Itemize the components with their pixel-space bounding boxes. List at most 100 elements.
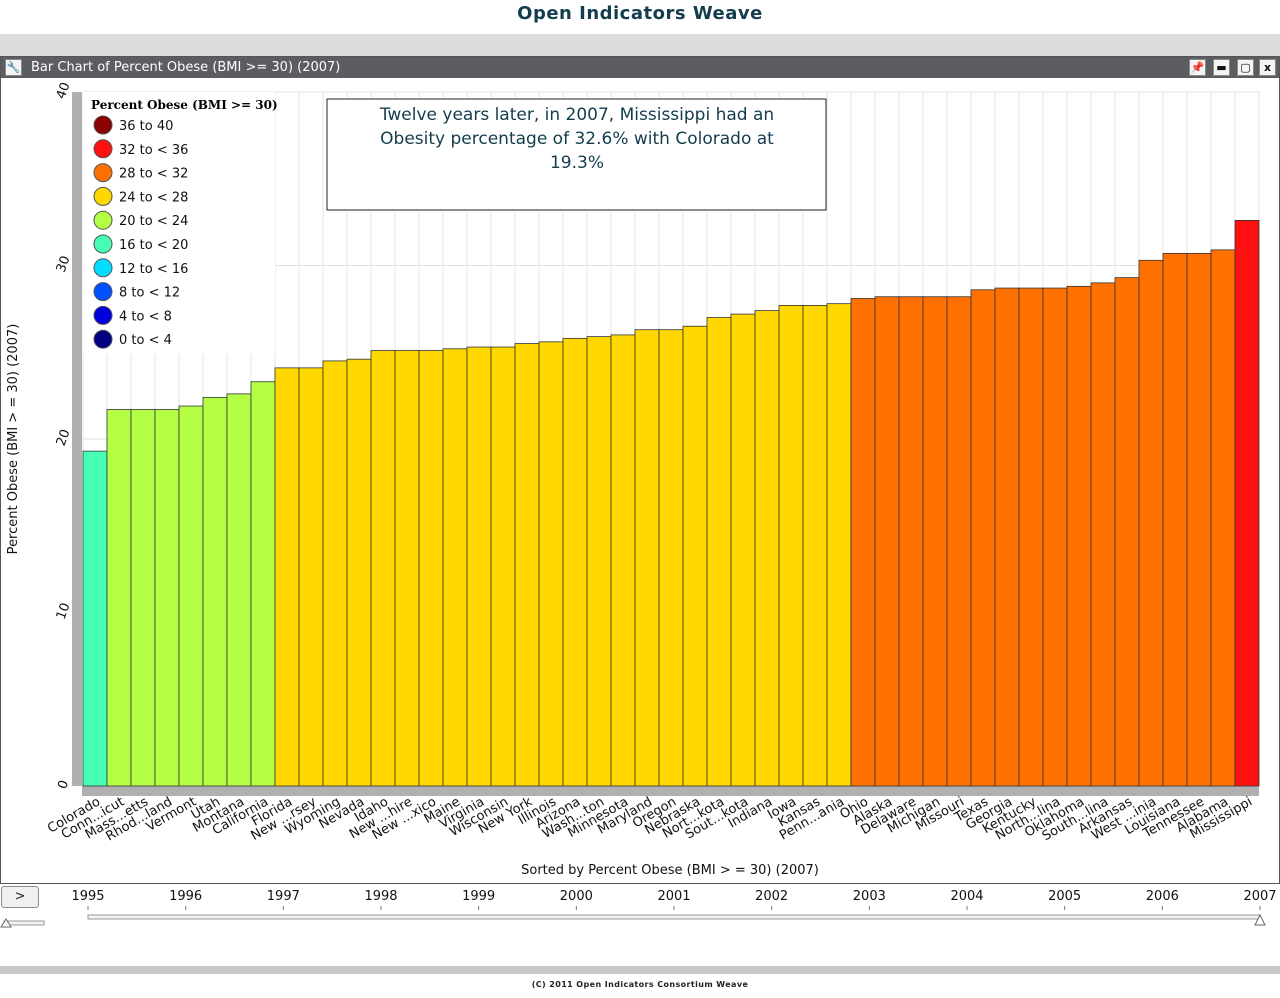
- bar-new-hire[interactable]: [394, 350, 420, 787]
- bar-penn-ania[interactable]: [826, 303, 852, 787]
- bar-michigan[interactable]: [922, 296, 948, 787]
- bar-mississippi[interactable]: [1234, 219, 1260, 787]
- bars[interactable]: [82, 219, 1260, 787]
- bar-sout-kota[interactable]: [730, 313, 756, 787]
- bar-maine[interactable]: [442, 348, 468, 787]
- bar-oregon[interactable]: [658, 329, 684, 787]
- y-axis-label: Percent Obese (BMI > = 30) (2007): [6, 324, 21, 555]
- bar-indiana[interactable]: [754, 310, 780, 787]
- year-label-2001[interactable]: 2001: [657, 889, 690, 904]
- legend-swatch: [93, 186, 113, 206]
- time-slider[interactable]: > 1995 1996 1997 1998 1999 2000 2001 2002 2003 20…: [0, 883, 1280, 943]
- annotation-line-2: Obesity percentage of 32.6% with Colorad…: [380, 129, 774, 149]
- legend-swatch: [93, 139, 113, 159]
- bar-montana[interactable]: [226, 393, 252, 787]
- timeline-track[interactable]: 1995 1996 1997 1998 1999 2000 2001 2002 2003 2004…: [0, 883, 1280, 933]
- legend-item-label: 32 to < 36: [119, 143, 188, 158]
- year-label-2006[interactable]: 2006: [1146, 889, 1179, 904]
- y-tick-label: 40: [54, 80, 74, 101]
- bar-west-inia[interactable]: [1138, 259, 1164, 787]
- legend-item-label: 0 to < 4: [119, 333, 172, 348]
- slider-thumb[interactable]: [1254, 913, 1266, 926]
- speed-thumb[interactable]: [0, 918, 12, 928]
- bar-kentucky[interactable]: [1018, 287, 1044, 787]
- legend-swatch: [93, 329, 113, 349]
- year-label-2003[interactable]: 2003: [853, 889, 886, 904]
- y-axis-bar: [72, 92, 82, 786]
- year-label-1995[interactable]: 1995: [71, 889, 104, 904]
- bar-nebraska[interactable]: [682, 325, 708, 787]
- bar-missouri[interactable]: [946, 296, 972, 787]
- bar-wisconsin[interactable]: [490, 346, 516, 787]
- year-label-2002[interactable]: 2002: [755, 889, 788, 904]
- year-label-1997[interactable]: 1997: [267, 889, 300, 904]
- bar-new-rsey[interactable]: [298, 367, 324, 787]
- bar-new-york[interactable]: [514, 343, 540, 787]
- bar-delaware[interactable]: [898, 296, 924, 787]
- bar-conn-icut[interactable]: [106, 409, 132, 787]
- bar-kansas[interactable]: [802, 305, 828, 787]
- bar-georgia[interactable]: [994, 287, 1020, 787]
- legend-item-label: 28 to < 32: [119, 167, 188, 182]
- bar-utah[interactable]: [202, 396, 228, 787]
- bar-tennessee[interactable]: [1186, 252, 1212, 787]
- speed-track[interactable]: [3, 920, 45, 926]
- bar-south-lina[interactable]: [1090, 282, 1116, 787]
- bar-louisiana[interactable]: [1162, 252, 1188, 787]
- bar-california[interactable]: [250, 381, 276, 787]
- bar-alaska[interactable]: [874, 296, 900, 787]
- year-label-2000[interactable]: 2000: [560, 889, 593, 904]
- pin-icon[interactable]: 📌: [1189, 59, 1206, 76]
- bar-alabama[interactable]: [1210, 249, 1236, 787]
- bar-mass-etts[interactable]: [130, 409, 156, 787]
- legend-swatch: [93, 258, 113, 278]
- bar-new-xico[interactable]: [418, 350, 444, 787]
- bar-vermont[interactable]: [178, 405, 204, 787]
- annotation-box[interactable]: Twelve years later, in 2007, Mississippi…: [326, 98, 827, 211]
- year-label-2007[interactable]: 2007: [1243, 889, 1276, 904]
- bar-idaho[interactable]: [370, 350, 396, 787]
- bar-iowa[interactable]: [778, 305, 804, 787]
- top-band: [0, 34, 1280, 56]
- play-button[interactable]: >: [1, 886, 39, 908]
- bar-wyoming[interactable]: [322, 360, 348, 787]
- bar-north-lina[interactable]: [1042, 287, 1068, 787]
- window-titlebar[interactable]: 🔧 Bar Chart of Percent Obese (BMI >= 30)…: [1, 57, 1279, 78]
- legend-swatch: [93, 115, 113, 135]
- chart-window[interactable]: 🔧 Bar Chart of Percent Obese (BMI >= 30)…: [0, 56, 1280, 884]
- bar-rhod-land[interactable]: [154, 409, 180, 787]
- legend-swatch: [93, 282, 113, 302]
- close-icon[interactable]: x: [1259, 59, 1276, 76]
- bar-nort-kota[interactable]: [706, 317, 732, 787]
- bar-virginia[interactable]: [466, 346, 492, 787]
- bar-arizona[interactable]: [562, 337, 588, 787]
- bar-wash-ton[interactable]: [586, 336, 612, 787]
- year-label-1998[interactable]: 1998: [364, 889, 397, 904]
- minimize-icon[interactable]: ▬: [1213, 59, 1230, 76]
- bar-minnesota[interactable]: [610, 334, 636, 787]
- bar-illinois[interactable]: [538, 341, 564, 787]
- bar-florida[interactable]: [274, 367, 300, 787]
- legend-item-label: 4 to < 8: [119, 309, 172, 324]
- slider-track[interactable]: [87, 914, 1261, 920]
- y-tick-label: 30: [54, 254, 74, 275]
- legend-title: Percent Obese (BMI >= 30): [91, 98, 278, 112]
- bar-nevada[interactable]: [346, 358, 372, 787]
- bar-arkansas[interactable]: [1114, 277, 1140, 787]
- year-label-1999[interactable]: 1999: [462, 889, 495, 904]
- year-label-2004[interactable]: 2004: [950, 889, 983, 904]
- bar-colorado[interactable]: [82, 450, 108, 787]
- year-label-2005[interactable]: 2005: [1048, 889, 1081, 904]
- bar-chart[interactable]: 0 10 20 30 40 ColoradoConn...icutMass...etts…: [1, 78, 1279, 883]
- legend-swatch: [93, 163, 113, 183]
- bar-oklahoma[interactable]: [1066, 285, 1092, 787]
- bar-texas[interactable]: [970, 289, 996, 787]
- legend-item-label: 24 to < 28: [119, 190, 188, 205]
- maximize-icon[interactable]: ▢: [1237, 59, 1254, 76]
- bar-maryland[interactable]: [634, 329, 660, 787]
- bar-ohio[interactable]: [850, 298, 876, 787]
- year-label-1996[interactable]: 1996: [169, 889, 202, 904]
- legend-background: [83, 92, 275, 354]
- bottom-band: [0, 966, 1280, 974]
- wrench-icon[interactable]: 🔧: [5, 59, 22, 76]
